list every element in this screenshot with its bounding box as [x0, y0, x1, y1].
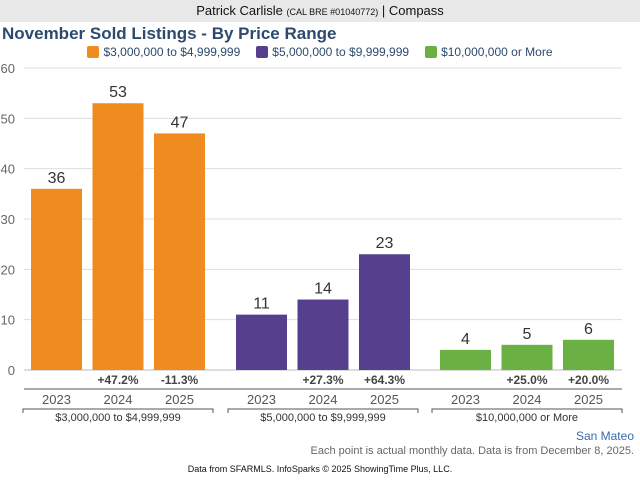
y-tick-label: 40 — [1, 162, 15, 177]
y-tick-label: 60 — [1, 61, 15, 76]
x-tick-label: 2023 — [451, 392, 480, 407]
legend-label-tier1: $3,000,000 to $4,999,999 — [103, 45, 241, 59]
bar — [236, 314, 287, 370]
header-separator: | — [381, 3, 386, 18]
bar — [297, 299, 349, 370]
brokerage-name: Compass — [388, 3, 444, 18]
group-bracket — [431, 408, 623, 413]
legend-label-tier2: $5,000,000 to $9,999,999 — [272, 45, 410, 59]
chart-title: November Sold Listings - By Price Range — [2, 24, 337, 43]
data-label: 47 — [171, 114, 189, 131]
x-tick-label: 2025 — [165, 392, 194, 407]
data-label: 5 — [523, 326, 532, 343]
y-tick-label: 20 — [1, 262, 15, 277]
change-label: +27.3% — [302, 373, 343, 387]
group-bracket — [227, 408, 419, 413]
group-label: $3,000,000 to $4,999,999 — [55, 412, 180, 424]
change-label: +64.3% — [364, 373, 405, 387]
change-label: +25.0% — [506, 373, 547, 387]
y-tick-label: 50 — [1, 111, 15, 126]
chart-legend: $3,000,000 to $4,999,999 $5,000,000 to $… — [0, 45, 640, 59]
region-label: San Mateo — [575, 429, 634, 443]
data-label: 53 — [109, 84, 127, 101]
data-label: 14 — [314, 281, 332, 298]
data-label: 23 — [376, 235, 394, 252]
bar — [359, 254, 410, 370]
agent-name: Patrick Carlisle — [196, 3, 283, 18]
group-label: $5,000,000 to $9,999,999 — [260, 412, 385, 424]
bar — [92, 103, 144, 370]
y-tick-label: 0 — [8, 363, 15, 378]
x-tick-label: 2024 — [309, 392, 338, 407]
agent-license: (CAL BRE #01040772) — [286, 7, 379, 17]
data-source-footer: Data from SFARMLS. InfoSparks © 2025 Sho… — [187, 464, 453, 474]
x-tick-label: 2024 — [513, 392, 542, 407]
bar — [154, 133, 205, 370]
change-label: -11.3% — [161, 373, 199, 387]
bar-chart: 0 10 20 30 40 50 60 36 2023 53 +47.2% 2024 47 -11.3% 2… — [1, 61, 623, 424]
x-tick-label: 2023 — [247, 392, 276, 407]
x-tick-label: 2025 — [574, 392, 603, 407]
data-label: 36 — [48, 170, 66, 187]
legend-label-tier3: $10,000,000 or More — [441, 45, 553, 59]
legend-swatch-tier3 — [425, 46, 438, 58]
x-tick-label: 2024 — [104, 392, 133, 407]
data-note: Each point is actual monthly data. Data … — [310, 445, 634, 457]
agent-header: Patrick Carlisle (CAL BRE #01040772) | C… — [0, 0, 640, 22]
bar — [31, 188, 82, 370]
legend-item-tier2[interactable]: $5,000,000 to $9,999,999 — [256, 45, 409, 59]
y-tick-label: 30 — [1, 212, 15, 227]
legend-swatch-tier1 — [87, 46, 100, 58]
legend-item-tier3[interactable]: $10,000,000 or More — [425, 45, 553, 59]
y-tick-label: 10 — [1, 313, 15, 328]
legend-item-tier1[interactable]: $3,000,000 to $4,999,999 — [87, 45, 240, 59]
data-label: 4 — [461, 331, 470, 348]
change-label: +47.2% — [97, 373, 138, 387]
bar — [440, 349, 491, 370]
bar — [501, 344, 553, 370]
change-label: +20.0% — [568, 373, 609, 387]
bar — [563, 339, 614, 370]
group-label: $10,000,000 or More — [476, 412, 578, 424]
x-tick-label: 2025 — [370, 392, 399, 407]
data-label: 11 — [253, 296, 270, 313]
legend-swatch-tier2 — [256, 46, 269, 58]
x-tick-label: 2023 — [42, 392, 71, 407]
data-label: 6 — [584, 321, 593, 338]
group-bracket — [22, 408, 214, 413]
